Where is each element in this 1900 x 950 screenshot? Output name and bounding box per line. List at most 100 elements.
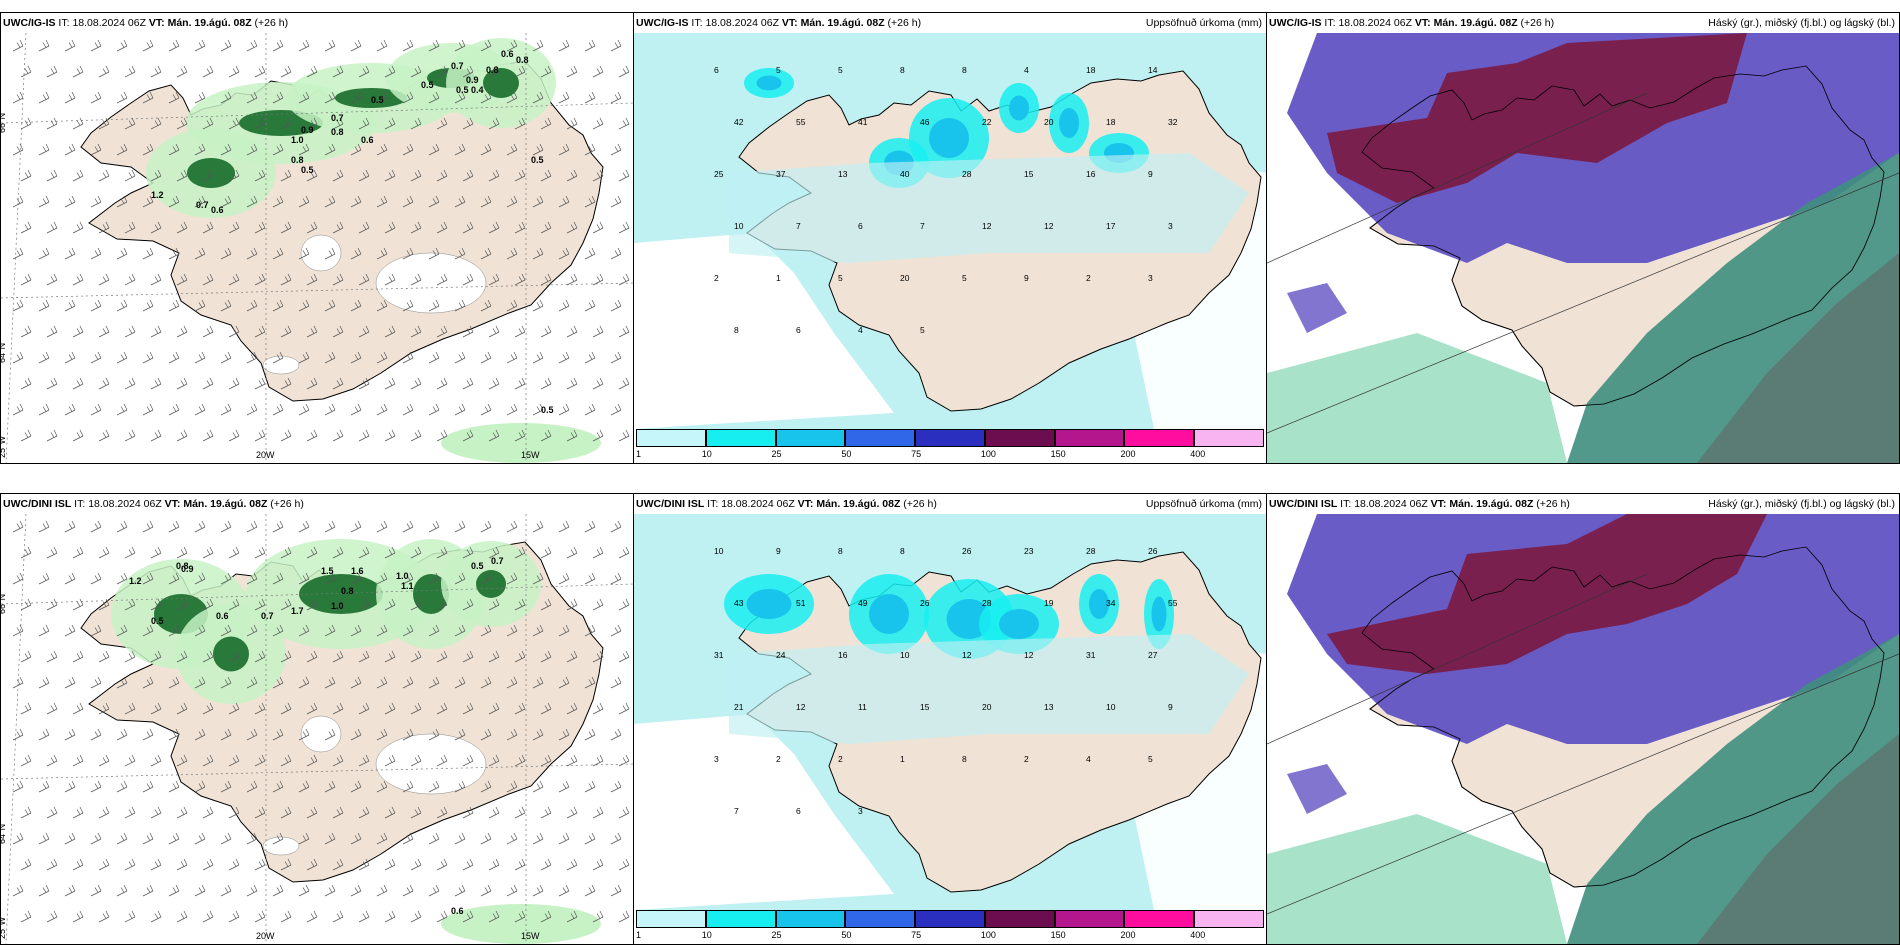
wind-barb [142, 676, 154, 689]
wind-barb [298, 91, 310, 104]
axis-label: 15W [521, 450, 540, 460]
wind-barb [350, 884, 362, 897]
graticule-lon [5, 33, 27, 463]
wind-barb [142, 520, 154, 533]
wind-value: 0.7 [331, 113, 344, 123]
wind-value: 1.6 [351, 566, 364, 576]
precip-25-50 [929, 118, 969, 158]
precip-value: 6 [858, 221, 863, 231]
wind-barb [532, 676, 544, 689]
wind-barb [532, 728, 544, 741]
wind-barb [272, 299, 284, 312]
wind-barb [454, 728, 466, 741]
wind-barb [194, 520, 206, 533]
wind-value: 0.6 [211, 205, 224, 215]
precip-light-overlay [729, 634, 1249, 744]
wind-barb [254, 650, 266, 663]
wind-barb [558, 728, 570, 741]
wind-barb [454, 39, 466, 52]
wind-barb [462, 858, 474, 871]
wind-barb [618, 858, 630, 871]
wind-barb [298, 520, 310, 533]
axis-label: 66°N [1, 594, 7, 614]
wind-barb [72, 598, 84, 611]
wind-barb [384, 117, 396, 130]
wind-barb [124, 377, 136, 390]
wind-barbs [12, 520, 630, 923]
wind-barb [540, 754, 552, 767]
wind-barb [142, 351, 154, 364]
precip-value: 4 [1086, 754, 1091, 764]
wind-barb [38, 299, 50, 312]
wind-barb [72, 169, 84, 182]
wind-barb [246, 39, 258, 52]
wind-barb [332, 65, 344, 78]
wind-barb [506, 520, 518, 533]
wind-barb [350, 780, 362, 793]
colorbar-swatch [845, 429, 916, 447]
wind-barb [64, 91, 76, 104]
wind-barb [142, 195, 154, 208]
colorbar-label: 75 [911, 930, 922, 940]
wind-barb [124, 117, 136, 130]
graticule-line [1267, 92, 1648, 264]
wind-barb [306, 650, 318, 663]
wind-barb [480, 403, 492, 416]
precip-value: 5 [838, 65, 843, 75]
wind-barb [220, 572, 232, 585]
precip-value: 19 [1044, 598, 1054, 608]
wind-barb [592, 806, 604, 819]
wind-barb [90, 403, 102, 416]
wind-barb [514, 221, 526, 234]
wind-barbs [12, 39, 630, 442]
wind-barb [228, 598, 240, 611]
wind-barb [566, 754, 578, 767]
iceland-layer [724, 551, 1262, 893]
wind-barb [540, 650, 552, 663]
wind-barb [428, 351, 440, 364]
wind-barb [220, 676, 232, 689]
wind-barb [254, 65, 266, 78]
wind-barb [566, 806, 578, 819]
wind-barb [12, 247, 24, 260]
wind-value: 0.5 [151, 616, 164, 626]
wind-barb [142, 403, 154, 416]
low-cloud-south [1267, 333, 1567, 463]
wind-barb [384, 650, 396, 663]
wind-barb [558, 403, 570, 416]
wind-barb [436, 169, 448, 182]
wind-barb [566, 325, 578, 338]
precip-value: 11 [858, 702, 867, 712]
wind-barb [116, 728, 128, 741]
wind-barb [272, 195, 284, 208]
wind-barb [220, 884, 232, 897]
wind-barb [64, 403, 76, 416]
wind-barb [514, 650, 526, 663]
precip-value: 6 [796, 806, 801, 816]
precip-value: 2 [714, 273, 719, 283]
wind-barb [220, 403, 232, 416]
wind-barb [38, 624, 50, 637]
wind-barb [194, 832, 206, 845]
wind-barb [298, 143, 310, 156]
wind-barb [150, 910, 162, 923]
precip-value: 22 [982, 117, 992, 127]
precip-value: 8 [900, 546, 905, 556]
precip-value: 17 [1106, 221, 1116, 231]
wind-barb [194, 884, 206, 897]
wind-barb [428, 832, 440, 845]
mid-cloud-patch [1287, 764, 1347, 814]
wind-barb [618, 598, 630, 611]
wind-barb [402, 91, 414, 104]
wind-barb [298, 728, 310, 741]
wind-barb [384, 702, 396, 715]
wind-barb [124, 546, 136, 559]
colorbar-swatch [984, 429, 1055, 447]
wind-barb [384, 377, 396, 390]
wind-barb [436, 910, 448, 923]
wind-barb [72, 65, 84, 78]
wind-barb [584, 403, 596, 416]
wind-barb [98, 858, 110, 871]
wind-value: 0.7 [261, 611, 274, 621]
wind-barb [72, 546, 84, 559]
